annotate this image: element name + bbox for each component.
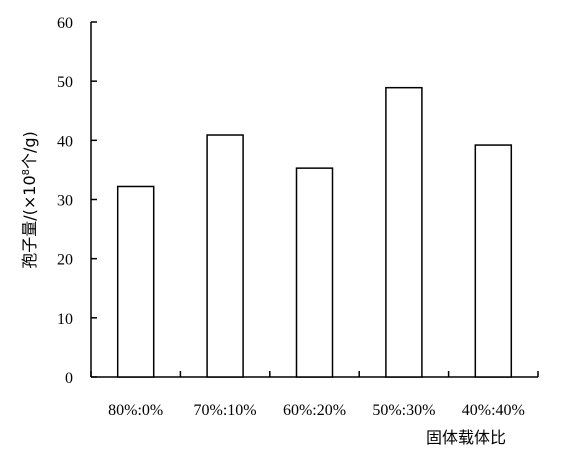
y-axis-title: 孢子量/(×108个/g)	[20, 131, 39, 269]
y-axis-title-suffix: 个/g)	[20, 131, 39, 169]
y-tick-label: 60	[57, 15, 73, 32]
y-axis: 0 10 20 30 40 50 60	[57, 15, 97, 387]
bar	[474, 144, 513, 378]
y-tick-label: 0	[65, 370, 73, 387]
y-tick-label: 50	[57, 74, 73, 91]
bar	[206, 134, 244, 378]
bars	[116, 86, 513, 378]
bar	[116, 185, 155, 378]
x-tick-label: 60%:20%	[283, 402, 346, 419]
y-axis-title-superscript: 8	[21, 169, 32, 175]
bar	[295, 167, 334, 378]
y-axis-title-prefix: 孢子量/(×10	[20, 175, 39, 268]
x-tick-label: 40%:40%	[462, 402, 525, 419]
y-tick-label: 30	[57, 193, 73, 210]
y-tick-label: 20	[57, 252, 73, 269]
x-axis: 80%:0% 70%:10% 60%:20% 50%:30% 40%:40%	[90, 371, 539, 419]
x-tick-label: 70%:10%	[194, 402, 257, 419]
y-tick-label: 10	[57, 311, 73, 328]
x-tick-label: 80%:0%	[108, 402, 163, 419]
bar	[385, 86, 423, 378]
x-axis-title: 固体载体比	[426, 428, 506, 447]
y-tick-label: 40	[57, 133, 73, 150]
x-tick-label: 50%:30%	[372, 402, 435, 419]
